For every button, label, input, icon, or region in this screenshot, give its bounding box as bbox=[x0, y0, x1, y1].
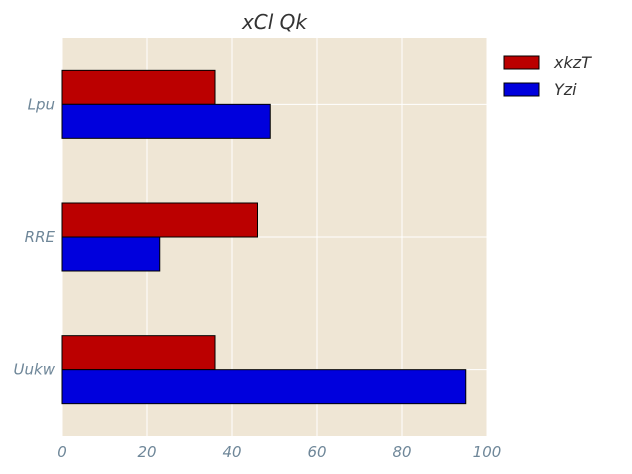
legend-swatch-xkzT bbox=[503, 55, 540, 70]
bar-Yzi-Uukw bbox=[61, 369, 467, 405]
chart-title: xCl Qk bbox=[241, 10, 308, 34]
x-tick-label: 80 bbox=[392, 443, 411, 461]
x-tick-labels: 0 20 40 60 80 100 bbox=[57, 443, 501, 461]
bar-xkzT-RRE bbox=[61, 202, 258, 238]
x-tick-label: 0 bbox=[57, 443, 67, 461]
y-tick-label: Uukw bbox=[14, 361, 56, 379]
x-tick-label: 60 bbox=[307, 443, 326, 461]
legend-label-Yzi: Yzi bbox=[554, 80, 577, 99]
x-tick-label: 20 bbox=[137, 443, 156, 461]
bars bbox=[61, 69, 467, 405]
y-tick-label: Lpu bbox=[28, 95, 55, 113]
y-tick-label: RRE bbox=[25, 228, 56, 246]
bar-Yzi-RRE bbox=[61, 236, 161, 272]
legend-swatch-Yzi bbox=[503, 82, 540, 97]
bar-xkzT-Lpu bbox=[61, 69, 216, 105]
x-tick-label: 100 bbox=[473, 443, 502, 461]
bar-xkzT-Uukw bbox=[61, 335, 216, 371]
y-tick-labels: Lpu RRE Uukw bbox=[14, 95, 56, 378]
legend: xkzT Yzi bbox=[503, 53, 592, 99]
bar-Yzi-Lpu bbox=[61, 103, 271, 139]
x-tick-label: 40 bbox=[222, 443, 241, 461]
legend-label-xkzT: xkzT bbox=[553, 53, 592, 72]
